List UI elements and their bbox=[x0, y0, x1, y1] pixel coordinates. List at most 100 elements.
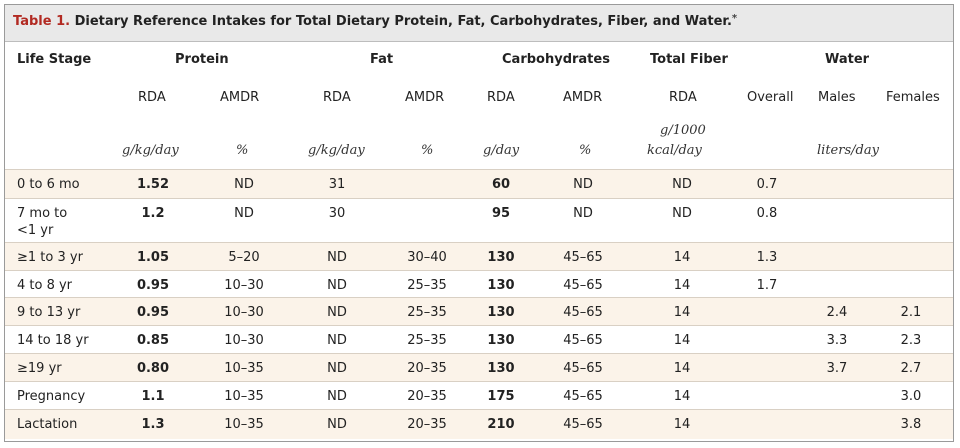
table-cell: 30 bbox=[328, 206, 346, 221]
table-cell: 45–65 bbox=[563, 305, 603, 320]
table-cell: ND bbox=[327, 305, 347, 320]
life-stage-cell: 4 to 8 yr bbox=[17, 278, 73, 293]
table-cell: 0.80 bbox=[136, 361, 170, 376]
table-cell: 210 bbox=[487, 417, 515, 432]
table-row: 7 mo to <1 yr 1.2 ND 30 95 ND ND 0.8 bbox=[5, 198, 953, 242]
table-cell: 25–35 bbox=[407, 333, 447, 348]
table-number-label: Table 1. bbox=[13, 14, 71, 29]
table-cell: 10–30 bbox=[224, 278, 264, 293]
table-cell: 10–35 bbox=[224, 417, 264, 432]
header-fat: Fat bbox=[370, 52, 394, 67]
table-cell: 1.05 bbox=[136, 250, 170, 265]
subheader-fat-rda: RDA bbox=[323, 90, 351, 105]
table-cell: 45–65 bbox=[563, 333, 603, 348]
table-cell: 10–35 bbox=[224, 389, 264, 404]
row-divider bbox=[5, 169, 953, 170]
life-stage-cell-line2: <1 yr bbox=[17, 223, 54, 238]
life-stage-cell: ≥1 to 3 yr bbox=[17, 250, 83, 265]
table-cell: 31 bbox=[328, 177, 346, 192]
unit-fat-amdr: % bbox=[421, 143, 434, 158]
table-row: 9 to 13 yr 0.95 10–30 ND 25–35 130 45–65 14 2.4 2… bbox=[5, 297, 953, 325]
subheader-fiber-rda: RDA bbox=[669, 90, 697, 105]
unit-protein-rda: g/kg/day bbox=[122, 143, 179, 158]
table-title-text: Dietary Reference Intakes for Total Diet… bbox=[74, 14, 732, 29]
unit-carb-amdr: % bbox=[579, 143, 592, 158]
row-divider bbox=[5, 242, 953, 243]
table-cell: ND bbox=[327, 389, 347, 404]
footnote-mark: * bbox=[731, 13, 738, 24]
table-row: Lactation 1.3 10–35 ND 20–35 210 45–65 14 3.8 bbox=[5, 409, 953, 439]
table-cell: 175 bbox=[487, 389, 515, 404]
table-cell: 2.1 bbox=[900, 305, 922, 320]
table-cell: 95 bbox=[491, 206, 511, 221]
table-cell: 0.95 bbox=[136, 305, 170, 320]
row-divider bbox=[5, 198, 953, 199]
header-protein: Protein bbox=[175, 52, 229, 67]
table-cell: 60 bbox=[491, 177, 511, 192]
table-cell: 14 bbox=[673, 250, 691, 265]
life-stage-cell: 0 to 6 mo bbox=[17, 177, 80, 192]
header-total-fiber: Total Fiber bbox=[650, 52, 728, 67]
table-cell: 1.52 bbox=[136, 177, 170, 192]
life-stage-cell: ≥19 yr bbox=[17, 361, 62, 376]
subheader-water-males: Males bbox=[818, 90, 856, 105]
table-cell: 0.7 bbox=[756, 177, 778, 192]
table-cell: 1.1 bbox=[141, 389, 165, 404]
table-cell: 1.7 bbox=[756, 278, 778, 293]
table-cell: 130 bbox=[487, 250, 515, 265]
table-cell: 10–30 bbox=[224, 333, 264, 348]
life-stage-cell: Pregnancy bbox=[17, 389, 86, 404]
table-cell: ND bbox=[327, 361, 347, 376]
table-cell: ND bbox=[327, 333, 347, 348]
table-row: ≥19 yr 0.80 10–35 ND 20–35 130 45–65 14 3.7 2.7 bbox=[5, 353, 953, 381]
row-divider bbox=[5, 270, 953, 271]
life-stage-cell: 9 to 13 yr bbox=[17, 305, 81, 320]
table-frame: Table 1. Dietary Reference Intakes for T… bbox=[4, 4, 954, 442]
subheader-water-females: Females bbox=[886, 90, 940, 105]
table-cell: 130 bbox=[487, 305, 515, 320]
table-cell: 14 bbox=[673, 417, 691, 432]
header-carbohydrates: Carbohydrates bbox=[502, 52, 610, 67]
unit-fiber-line2: kcal/day bbox=[647, 143, 702, 158]
unit-protein-amdr: % bbox=[236, 143, 249, 158]
unit-fat-rda: g/kg/day bbox=[308, 143, 365, 158]
table-title: Table 1. Dietary Reference Intakes for T… bbox=[13, 13, 738, 29]
table-cell: 14 bbox=[673, 278, 691, 293]
table-cell: 45–65 bbox=[563, 417, 603, 432]
table-row: ≥1 to 3 yr 1.05 5–20 ND 30–40 130 45–65 14 1.3 bbox=[5, 242, 953, 270]
row-divider bbox=[5, 353, 953, 354]
header-life-stage: Life Stage bbox=[17, 52, 92, 67]
table-cell: 1.3 bbox=[756, 250, 778, 265]
unit-carb-rda: g/day bbox=[483, 143, 520, 158]
table-cell: 1.3 bbox=[141, 417, 165, 432]
subheader-protein-amdr: AMDR bbox=[220, 90, 260, 105]
table-cell: ND bbox=[327, 250, 347, 265]
table-title-bar: Table 1. Dietary Reference Intakes for T… bbox=[5, 5, 953, 42]
table-cell: 1.2 bbox=[141, 206, 165, 221]
subheader-fat-amdr: AMDR bbox=[405, 90, 445, 105]
table-cell: 5–20 bbox=[228, 250, 260, 265]
subheader-carb-rda: RDA bbox=[487, 90, 515, 105]
table-cell: 14 bbox=[673, 333, 691, 348]
row-divider bbox=[5, 409, 953, 410]
table-cell: ND bbox=[234, 206, 254, 221]
subheader-water-overall: Overall bbox=[747, 90, 794, 105]
life-stage-cell: 14 to 18 yr bbox=[17, 333, 89, 348]
table-cell: 3.3 bbox=[826, 333, 848, 348]
table-cell: 14 bbox=[673, 361, 691, 376]
table-cell: 25–35 bbox=[407, 278, 447, 293]
table-cell: 3.7 bbox=[826, 361, 848, 376]
table-cell: ND bbox=[573, 206, 593, 221]
subheader-protein-rda: RDA bbox=[138, 90, 166, 105]
table-cell: 20–35 bbox=[407, 361, 447, 376]
table-cell: 25–35 bbox=[407, 305, 447, 320]
header-water: Water bbox=[825, 52, 870, 67]
table-cell: 0.95 bbox=[136, 278, 170, 293]
table-cell: ND bbox=[327, 278, 347, 293]
table-cell: 45–65 bbox=[563, 389, 603, 404]
table-cell: 3.0 bbox=[900, 389, 922, 404]
subheader-carb-amdr: AMDR bbox=[563, 90, 603, 105]
table-cell: 2.7 bbox=[900, 361, 922, 376]
table-cell: 30–40 bbox=[407, 250, 447, 265]
table-cell: ND bbox=[327, 417, 347, 432]
